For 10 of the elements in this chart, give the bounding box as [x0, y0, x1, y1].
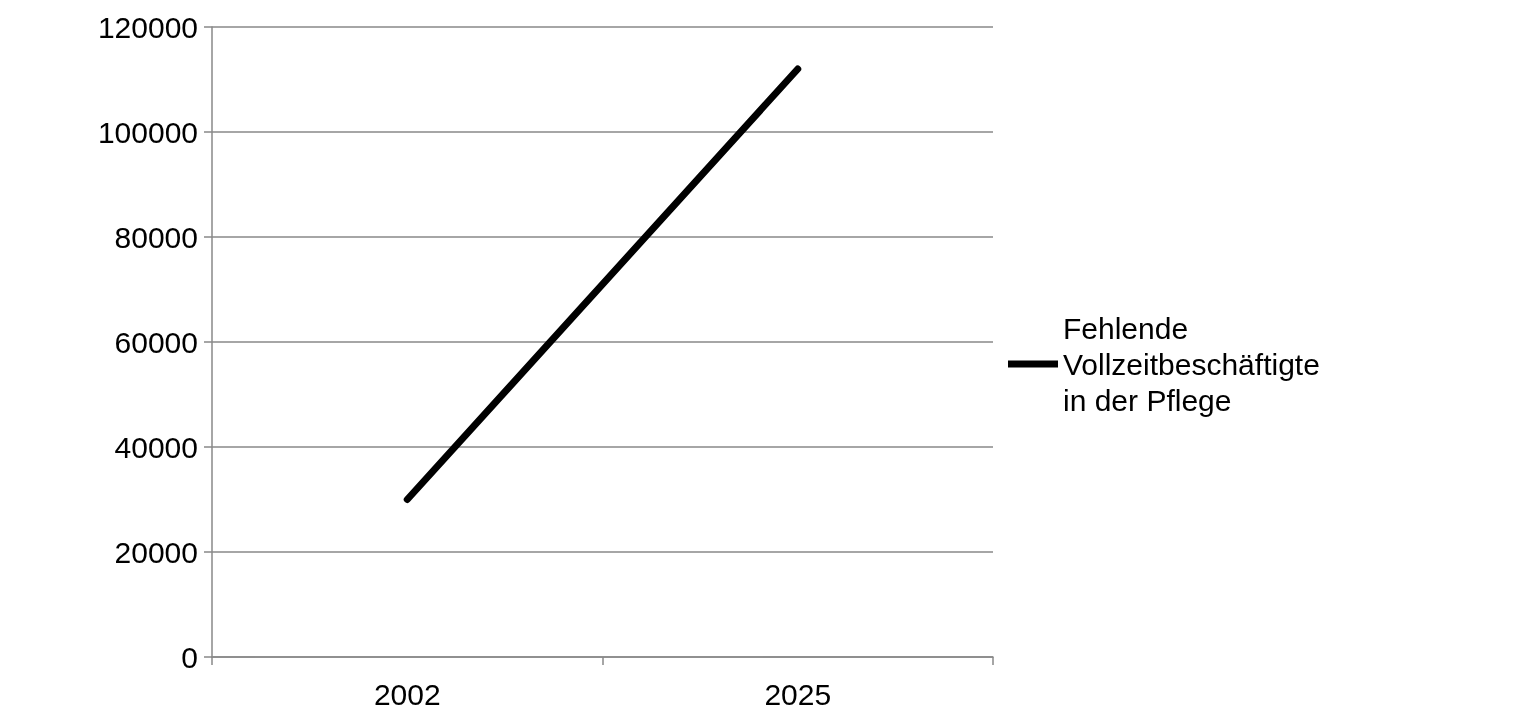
- y-tick-label: 20000: [114, 535, 198, 569]
- legend-label: Fehlende Vollzeitbeschäftigte in der Pflege: [1063, 311, 1329, 417]
- y-tick-label: 80000: [114, 220, 198, 254]
- x-tick-label: 2002: [373, 677, 441, 711]
- y-tick-label: 0: [181, 640, 198, 674]
- y-tick-label: 120000: [97, 10, 198, 44]
- y-tick-label: 60000: [114, 325, 198, 359]
- y-tick-label: 100000: [97, 115, 198, 149]
- x-tick-label: 2025: [764, 677, 832, 711]
- y-tick-label: 40000: [114, 430, 198, 464]
